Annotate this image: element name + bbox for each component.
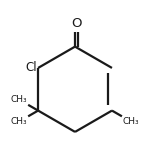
Text: Cl: Cl (25, 61, 37, 74)
Text: CH₃: CH₃ (11, 95, 27, 104)
Text: CH₃: CH₃ (11, 117, 27, 126)
Text: CH₃: CH₃ (123, 117, 139, 126)
Text: O: O (71, 17, 82, 30)
